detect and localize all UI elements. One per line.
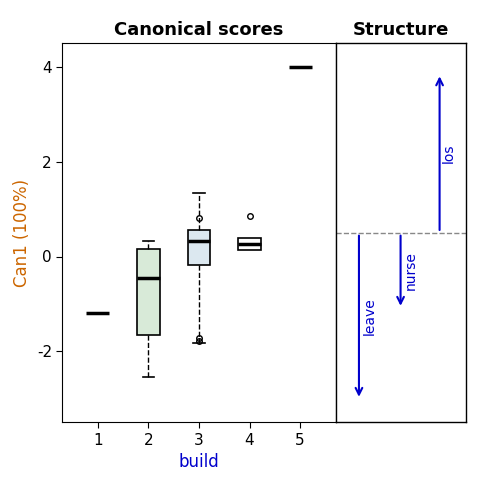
Text: nurse: nurse <box>404 252 418 290</box>
PathPatch shape <box>188 230 210 265</box>
PathPatch shape <box>238 238 261 251</box>
Title: Canonical scores: Canonical scores <box>114 21 284 39</box>
X-axis label: build: build <box>179 454 219 471</box>
Text: los: los <box>442 144 456 163</box>
Y-axis label: Can1 (100%): Can1 (100%) <box>13 179 31 287</box>
PathPatch shape <box>137 250 160 335</box>
Text: leave: leave <box>362 297 376 335</box>
Title: Structure: Structure <box>352 21 449 39</box>
